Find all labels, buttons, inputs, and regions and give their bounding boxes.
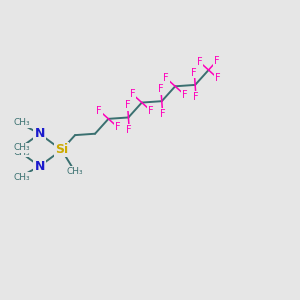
Text: CH₃: CH₃ [14, 143, 30, 152]
Text: F: F [163, 73, 169, 83]
Text: F: F [182, 90, 187, 100]
Text: F: F [160, 109, 166, 118]
Text: F: F [158, 84, 164, 94]
Text: F: F [130, 89, 135, 99]
Text: F: F [148, 106, 154, 116]
Text: CH₃: CH₃ [14, 118, 30, 127]
Text: F: F [115, 122, 120, 132]
Text: CH₃: CH₃ [14, 173, 30, 182]
Text: N: N [34, 160, 45, 173]
Text: CH₃: CH₃ [66, 167, 82, 176]
Text: Si: Si [55, 143, 68, 157]
Text: F: F [196, 57, 202, 67]
Text: F: F [191, 68, 197, 78]
Text: F: F [125, 100, 130, 110]
Text: F: F [127, 125, 132, 135]
Text: F: F [215, 73, 220, 83]
Text: CH₃: CH₃ [14, 148, 30, 157]
Text: F: F [214, 56, 220, 66]
Text: F: F [96, 106, 102, 116]
Text: N: N [34, 127, 45, 140]
Text: F: F [193, 92, 199, 102]
